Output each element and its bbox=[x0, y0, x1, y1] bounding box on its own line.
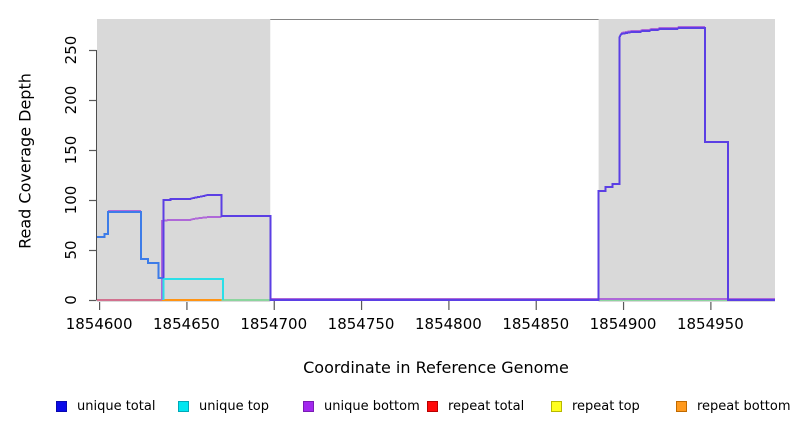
x-tick-label: 1854650 bbox=[153, 315, 220, 333]
repeat-region-right bbox=[598, 19, 775, 302]
x-tick-label: 1854950 bbox=[676, 315, 744, 333]
y-tick-label: 250 bbox=[62, 35, 80, 65]
y-axis-title: Read Coverage Depth bbox=[15, 72, 35, 249]
legend-swatch-icon bbox=[178, 400, 189, 412]
x-tick-label: 1854700 bbox=[240, 315, 308, 333]
x-tick-label: 1854850 bbox=[502, 315, 570, 333]
x-tick-label: 1854750 bbox=[327, 315, 395, 333]
series-unique-total-left-segment- bbox=[97, 211, 164, 279]
y-tick-label: 50 bbox=[62, 240, 80, 260]
legend-label: unique top bbox=[199, 398, 270, 414]
legend-label: repeat top bbox=[572, 398, 640, 414]
legend-item-unique-bottom: unique bottom bbox=[303, 396, 420, 416]
legend: unique total unique top unique bottom repea… bbox=[0, 396, 792, 420]
legend-item-repeat-top: repeat top bbox=[551, 396, 640, 416]
repeat-region-left bbox=[97, 19, 271, 302]
legend-swatch-icon bbox=[303, 400, 314, 412]
legend-item-unique-total: unique total bbox=[56, 396, 155, 416]
x-axis-title: Coordinate in Reference Genome bbox=[303, 358, 569, 377]
x-tick-label: 1854900 bbox=[589, 315, 657, 333]
legend-swatch-icon bbox=[551, 400, 562, 412]
legend-label: repeat bottom bbox=[697, 398, 791, 414]
legend-label: unique bottom bbox=[324, 398, 420, 414]
legend-swatch-icon bbox=[427, 400, 438, 412]
series-unique-total bbox=[162, 27, 775, 301]
x-tick-label: 1854600 bbox=[65, 315, 133, 333]
legend-swatch-icon bbox=[676, 400, 687, 412]
legend-swatch-icon bbox=[56, 400, 67, 412]
x-tick-label: 1854800 bbox=[414, 315, 482, 333]
y-tick-label: 0 bbox=[62, 295, 80, 305]
legend-item-repeat-bottom: repeat bottom bbox=[676, 396, 791, 416]
legend-item-repeat-total: repeat total bbox=[427, 396, 524, 416]
legend-label: unique total bbox=[77, 398, 156, 414]
y-tick-label: 100 bbox=[62, 185, 80, 215]
y-tick-label: 200 bbox=[62, 85, 80, 115]
plot-area bbox=[97, 19, 775, 302]
y-tick-label: 150 bbox=[62, 135, 80, 165]
series-unique-top bbox=[162, 278, 225, 300]
legend-label: repeat total bbox=[448, 398, 525, 414]
legend-item-unique-top: unique top bbox=[178, 396, 269, 416]
